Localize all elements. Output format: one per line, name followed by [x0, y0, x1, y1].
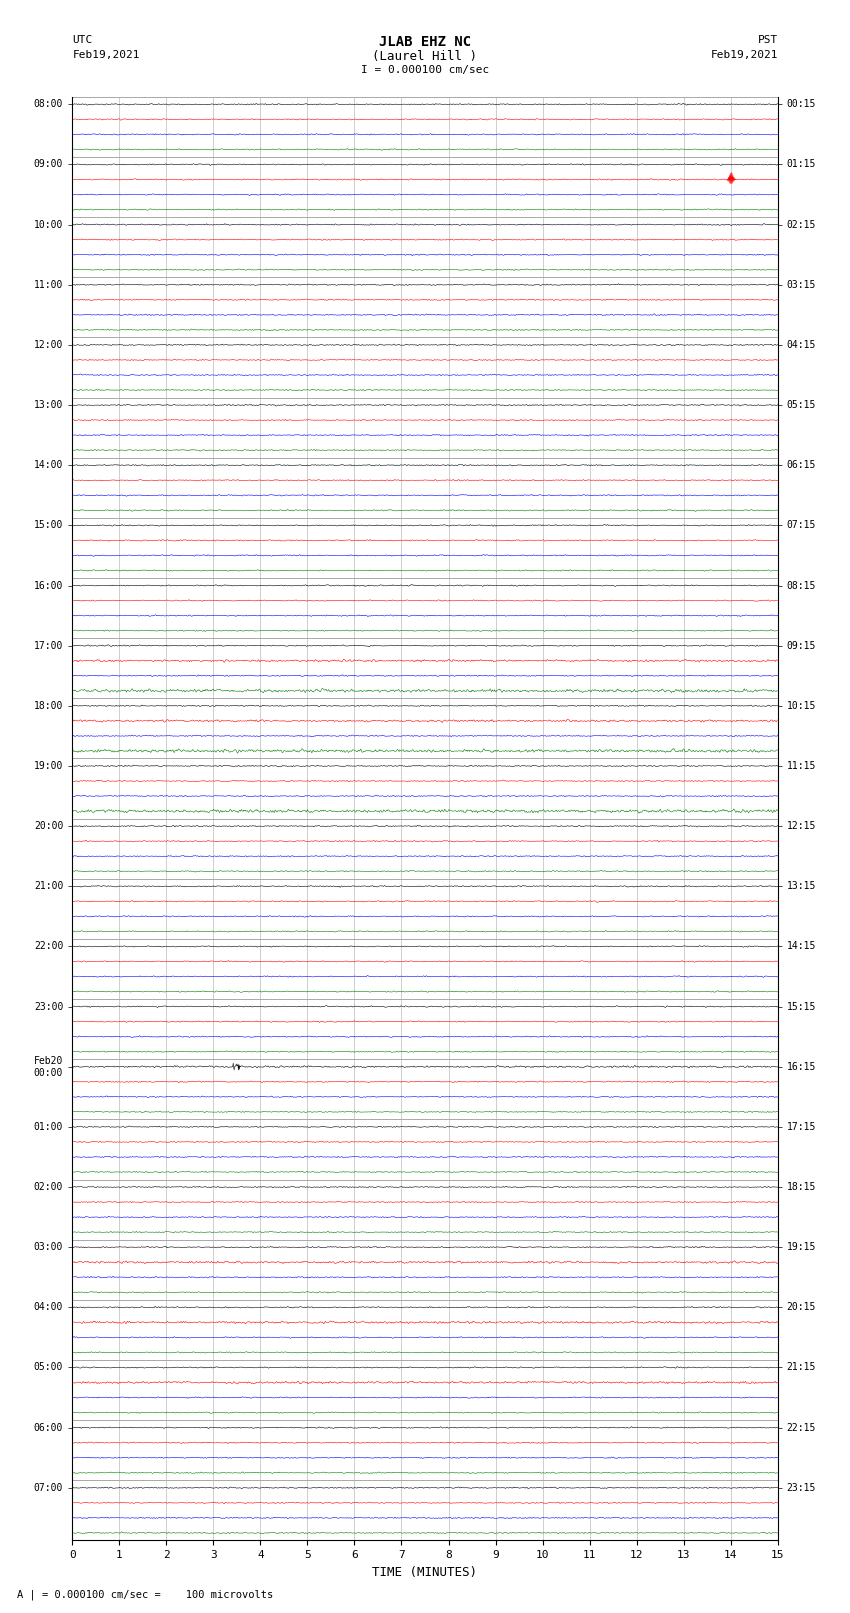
Text: (Laurel Hill ): (Laurel Hill ) [372, 50, 478, 63]
Text: JLAB EHZ NC: JLAB EHZ NC [379, 35, 471, 50]
Text: Feb19,2021: Feb19,2021 [72, 50, 139, 60]
Text: UTC: UTC [72, 35, 93, 45]
X-axis label: TIME (MINUTES): TIME (MINUTES) [372, 1566, 478, 1579]
Text: I = 0.000100 cm/sec: I = 0.000100 cm/sec [361, 65, 489, 74]
Text: Feb19,2021: Feb19,2021 [711, 50, 778, 60]
Text: PST: PST [757, 35, 778, 45]
Text: A | = 0.000100 cm/sec =    100 microvolts: A | = 0.000100 cm/sec = 100 microvolts [17, 1589, 273, 1600]
